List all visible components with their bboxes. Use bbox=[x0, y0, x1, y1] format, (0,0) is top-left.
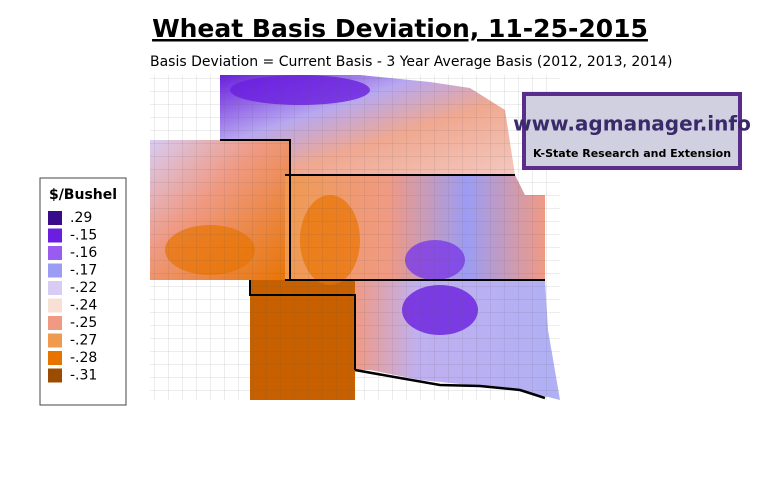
legend-label: -.22 bbox=[70, 280, 97, 296]
subtitle: Basis Deviation = Current Basis - 3 Year… bbox=[150, 54, 672, 70]
logo-url: www.agmanager.info bbox=[513, 112, 751, 136]
title: Wheat Basis Deviation, 11-25-2015 bbox=[152, 14, 648, 43]
legend-swatch bbox=[48, 263, 62, 278]
logo-org: K-State Research and Extension bbox=[533, 147, 731, 160]
legend-swatch bbox=[48, 333, 62, 348]
legend-swatch bbox=[48, 211, 62, 225]
map bbox=[150, 75, 560, 400]
legend-swatch bbox=[48, 281, 62, 295]
legend-swatch bbox=[48, 298, 62, 313]
legend-label: -.28 bbox=[70, 350, 97, 366]
legend-label: -.17 bbox=[70, 263, 97, 279]
legend-label: -.25 bbox=[70, 315, 97, 331]
legend-swatch bbox=[48, 368, 62, 383]
legend-label: -.31 bbox=[70, 368, 97, 384]
legend-swatch bbox=[48, 246, 62, 260]
legend-label: -.24 bbox=[70, 298, 97, 314]
legend-label: -.15 bbox=[70, 228, 97, 244]
legend-title: $/Bushel bbox=[49, 187, 117, 203]
legend-swatch bbox=[48, 351, 62, 365]
legend-swatch bbox=[48, 228, 62, 243]
legend-label: .29 bbox=[70, 210, 92, 226]
legend-label: -.16 bbox=[70, 245, 97, 261]
legend: $/Bushel .29 -.15-.16 -.17-.22 -.24-.25 -.27… bbox=[39, 177, 127, 406]
legend-swatch bbox=[48, 316, 62, 330]
logo: www.agmanager.info K-State Research and … bbox=[513, 92, 751, 170]
legend-label: -.27 bbox=[70, 333, 97, 349]
